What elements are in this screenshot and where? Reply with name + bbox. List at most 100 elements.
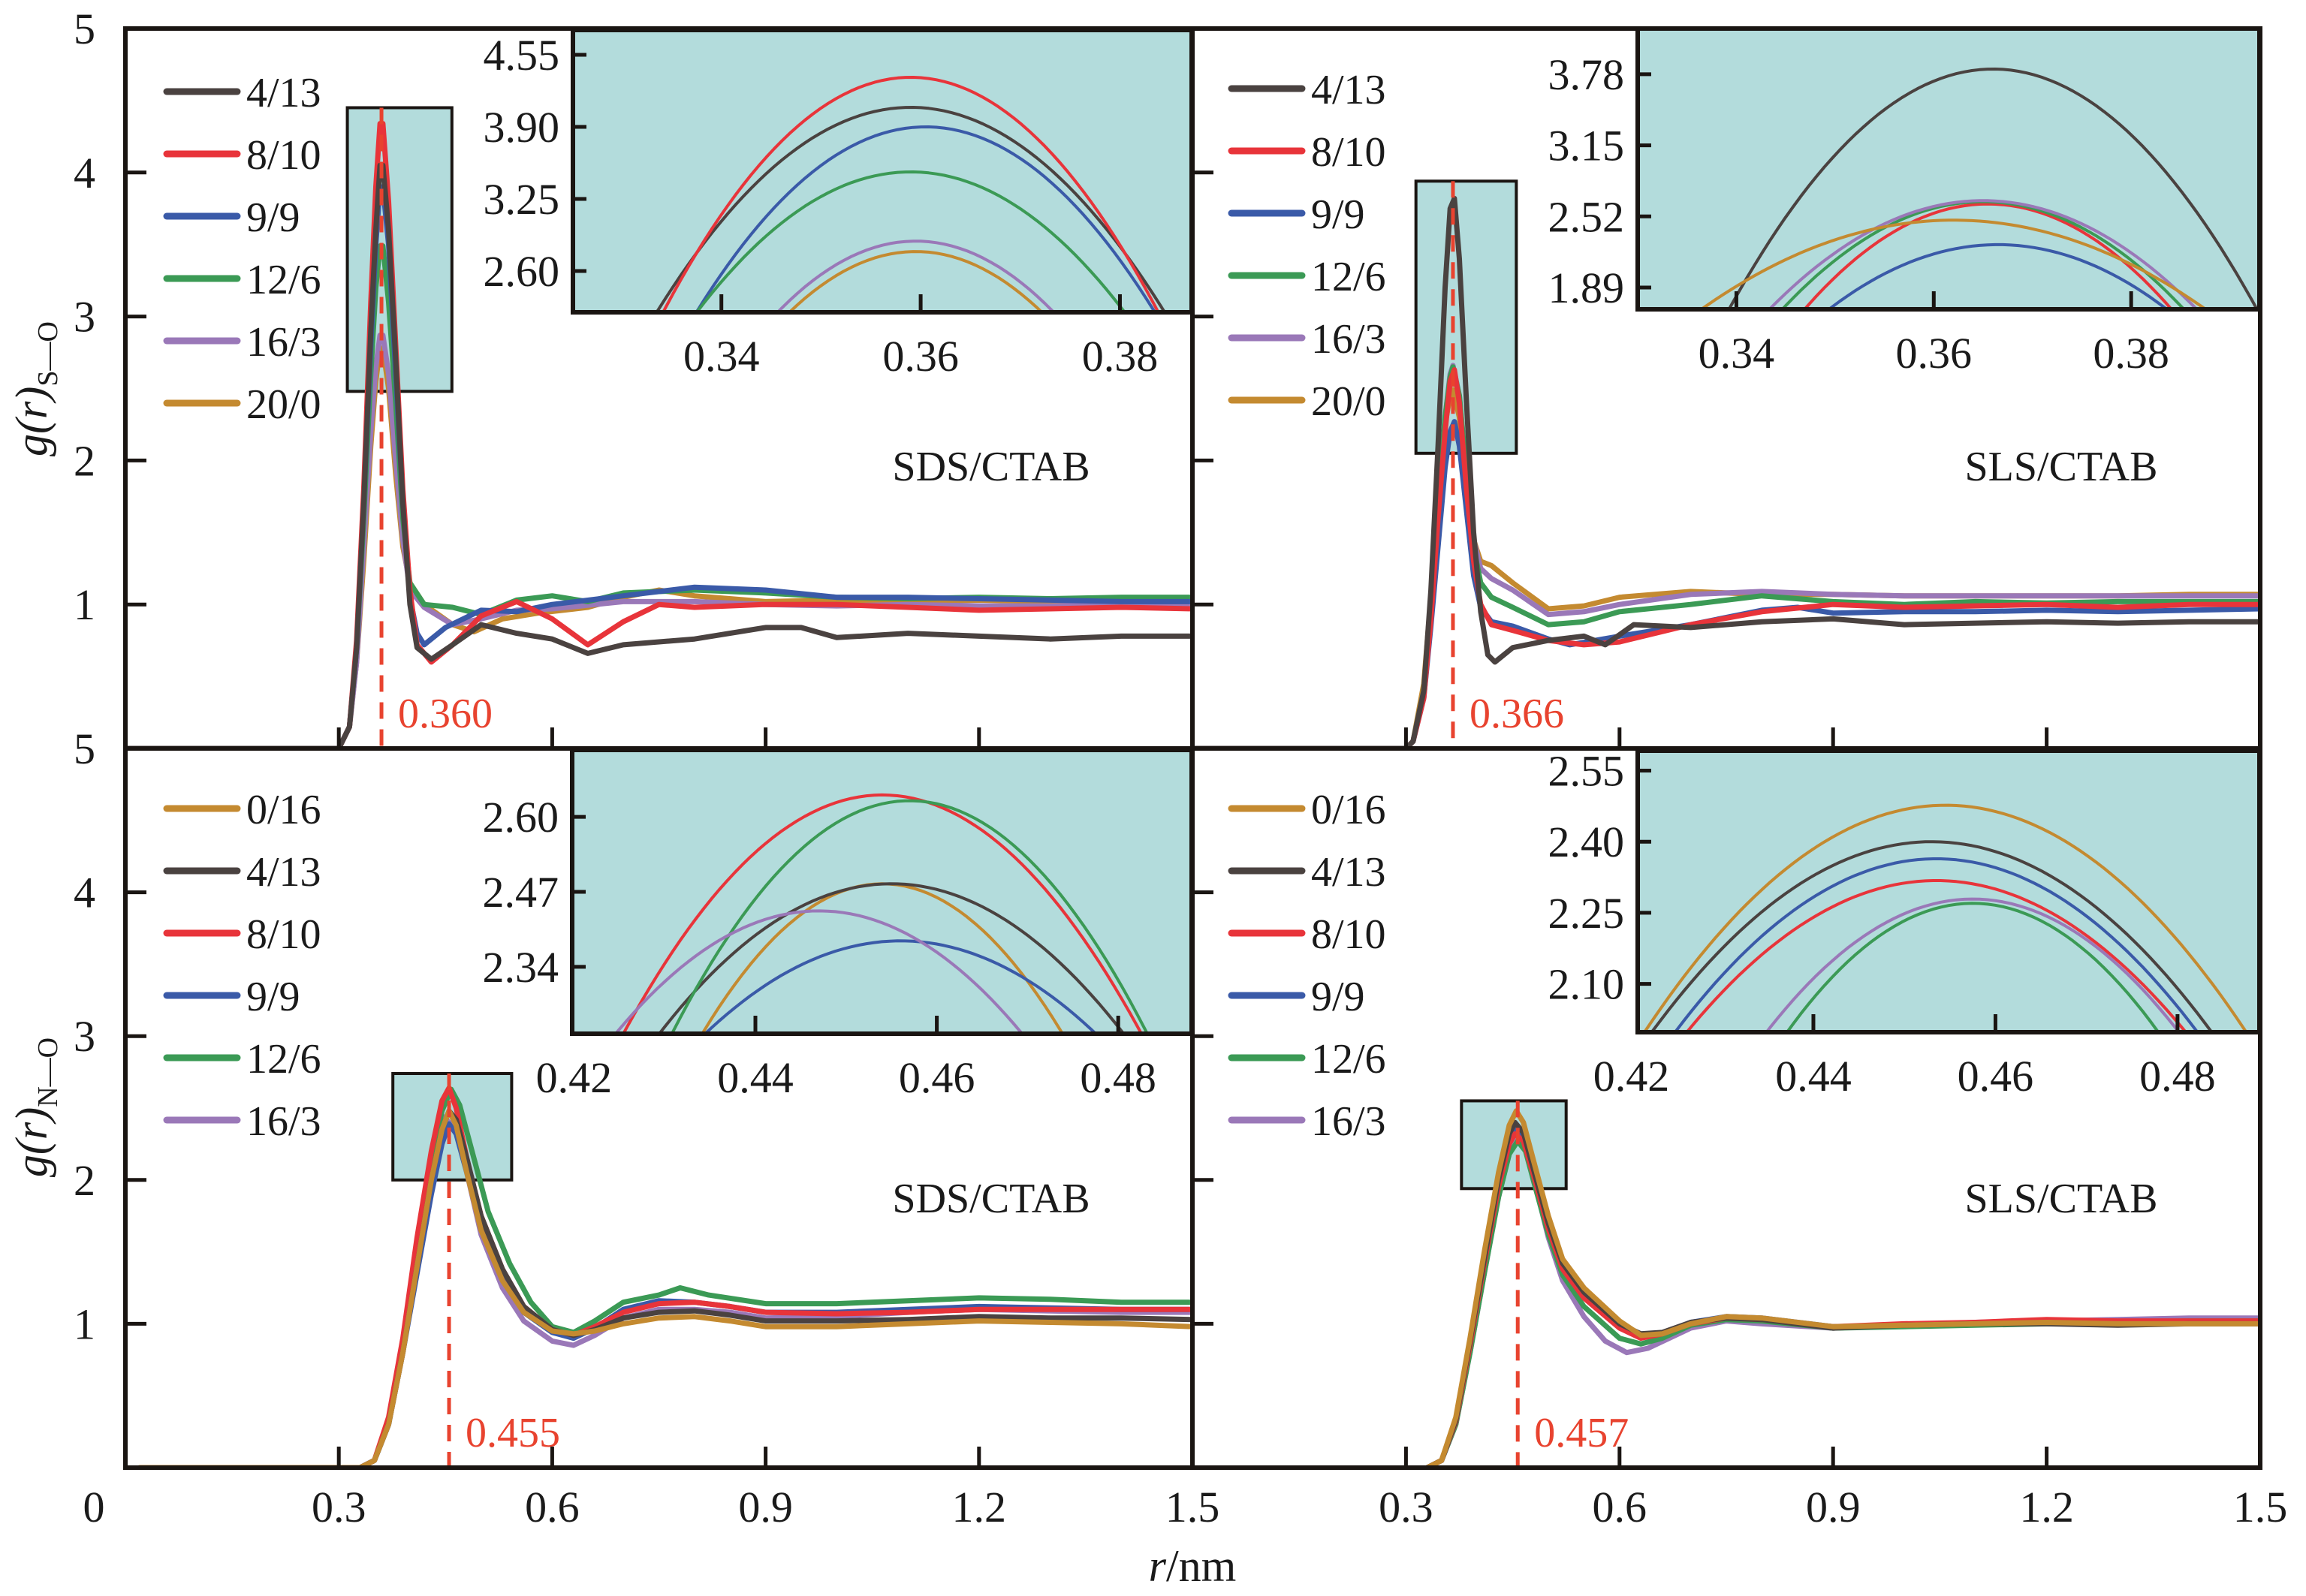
panel-bottom-left: 0.455 1 2 3 4 5 0 0.3 0.6 0.9 1.2 1.5 g(r)N—O SDS/CTA… [7,724,1219,1531]
legend-label: 9/9 [1311,191,1365,238]
legend: 0/16 4/13 8/10 9/9 12/6 16/3 [163,787,321,1145]
legend-label: 4/13 [1311,849,1386,896]
legend-item: 16/3 [1228,316,1386,363]
legend-item: 8/10 [1228,911,1386,958]
panels: 0.36012345g(r)S—OSDS/CTAB4/138/109/912/6… [7,5,2287,1531]
series-group [125,121,1192,748]
legend-item: 12/6 [1228,254,1386,300]
panel-system-label: SLS/CTAB [1965,444,2158,490]
series-line-4-13 [125,162,1192,748]
inset-series-line-8-10 [621,793,1144,1034]
y-axis-title: g(r)N—O [7,1037,64,1177]
legend-item: 9/9 [1228,974,1365,1020]
legend-item: 12/6 [163,257,321,303]
inset-series-line-4-13 [1650,840,2214,1032]
inset-series-line-12-6 [1785,902,2160,1032]
inset-y-tick-label: 1.89 [1548,263,1625,312]
legend-item: 8/10 [1228,129,1386,176]
legend-label: 16/3 [246,1098,321,1145]
inset-x-tick-label: 0.36 [882,332,959,381]
inset-x-tick-label: 0.44 [1775,1052,1852,1101]
inset-zoom-plot: 2.60 3.25 3.90 4.55 0.34 0.36 0.38 [484,28,1194,381]
legend-label: 4/13 [246,70,321,116]
y-tick-label: 4 [74,869,95,917]
x-axis-title-unit: /nm [1166,1541,1236,1591]
inset-x-tick-label: 0.42 [536,1053,613,1102]
inset-series-line-16-3 [775,239,1057,312]
series-line-4-13 [1192,195,2260,748]
inset-frame [1635,26,2262,312]
series-group [1424,1108,2260,1468]
legend-item: 12/6 [1228,1036,1386,1083]
y-tick-label: 1 [74,580,95,629]
inset-y-tick-label: 3.90 [484,103,560,152]
x-tick-label: 0.9 [738,1483,793,1531]
legend-label: 16/3 [246,319,321,366]
series-line-0-16 [137,1108,1192,1468]
series-group [137,1085,1192,1468]
inset-y-tick-label: 3.78 [1548,50,1625,99]
legend-item: 9/9 [163,194,300,241]
x-tick-label: 0.6 [525,1483,580,1531]
peak-position-label: 0.360 [398,691,493,737]
inset-x-tick-label: 0.38 [1082,332,1159,381]
inset-series-line-4-13 [1727,68,2259,309]
inset-y-tick-label: 2.40 [1548,818,1625,866]
legend: 4/13 8/10 9/9 12/6 16/3 20/0 [163,70,321,428]
inset-zoom-plot: 2.34 2.47 2.60 0.42 0.44 0.46 0.48 [483,748,1194,1102]
x-tick-label: 0.3 [1379,1483,1433,1531]
inset-series-line-8-10 [661,76,1160,312]
legend-label: 9/9 [246,194,300,241]
inset-y-tick-label: 2.10 [1548,960,1625,1009]
x-tick-label: 1.2 [952,1483,1007,1531]
inset-y-tick-label: 2.60 [483,793,559,842]
x-axis-title-var: r [1149,1541,1167,1591]
inset-series-line-4-13 [655,106,1167,312]
legend-label: 12/6 [1311,1036,1386,1083]
y-tick-label: 5 [74,724,95,773]
legend-item: 16/3 [163,319,321,366]
legend-label: 16/3 [1311,1098,1386,1145]
inset-series-line-16-3 [1764,897,2181,1032]
legend-item: 9/9 [163,974,300,1020]
panel-system-label: SDS/CTAB [892,1176,1090,1222]
y-tick-label: 5 [74,5,95,53]
legend-label: 8/10 [246,911,321,958]
inset-series-line-4-13 [657,882,1126,1034]
legend-item: 16/3 [163,1098,321,1145]
legend-label: 0/16 [1311,787,1386,833]
legend-item: 20/0 [1228,378,1386,425]
legend-label: 12/6 [246,1036,321,1083]
legend-label: 8/10 [1311,911,1386,958]
x-tick-label: 0 [83,1483,105,1531]
y-axis-title-main: g(r) [7,1107,56,1177]
panel-top-right: 0.366 SLS/CTAB 4/13 8/10 9/9 12/6 16/3 20/0 1.89… [1190,26,2262,751]
panel-bottom-right: 0.457 0.3 0.6 0.9 1.2 1.5 SLS/CTAB 0/16 4/13 8/10… [1190,746,2287,1531]
series-group [1192,195,2260,748]
legend-item: 4/13 [163,849,321,896]
x-tick-label: 0.3 [312,1483,366,1531]
legend-label: 16/3 [1311,316,1386,363]
series-line-0-16 [1424,1108,2260,1468]
inset-x-tick-label: 0.46 [899,1053,975,1102]
inset-y-tick-label: 3.25 [484,175,560,224]
legend-item: 4/13 [163,70,321,116]
inset-y-tick-label: 2.52 [1548,192,1625,241]
inset-series-line-12-6 [670,799,1150,1034]
inset-series-line-16-3 [1767,199,2199,309]
legend-label: 8/10 [1311,129,1386,176]
x-tick-label: 0.9 [1806,1483,1861,1531]
x-tick-label: 1.2 [2019,1483,2074,1531]
inset-background [571,28,1194,315]
legend-label: 12/6 [1311,254,1386,300]
inset-series-line-12-6 [695,170,1127,312]
inset-series-group [655,76,1167,312]
inset-background [570,748,1194,1036]
y-tick-label: 3 [74,293,95,342]
inset-y-tick-label: 2.34 [483,943,559,992]
inset-y-tick-label: 2.60 [484,247,560,296]
inset-x-tick-label: 0.36 [1896,329,1973,378]
inset-series-line-8-10 [1684,879,2188,1032]
inset-x-tick-label: 0.38 [2093,329,2169,378]
